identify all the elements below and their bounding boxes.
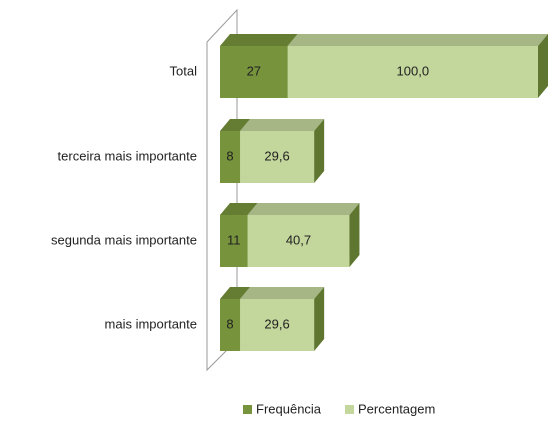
value-label: 100,0 bbox=[397, 63, 430, 78]
bar-face bbox=[287, 46, 538, 98]
bar-face bbox=[240, 299, 315, 351]
legend-swatch bbox=[243, 405, 252, 414]
bar-face bbox=[247, 203, 360, 215]
bar-face bbox=[220, 46, 288, 98]
bar-face bbox=[220, 34, 298, 46]
bar-face bbox=[247, 215, 350, 267]
bar-face bbox=[349, 203, 360, 267]
category-label: terceira mais importante bbox=[58, 148, 197, 163]
bar-face bbox=[220, 287, 251, 299]
bar-face bbox=[220, 119, 251, 131]
bar-segment bbox=[220, 34, 298, 98]
value-label: 11 bbox=[227, 232, 241, 247]
legend-label: Frequência bbox=[256, 401, 322, 416]
category-label: mais importante bbox=[105, 316, 197, 331]
bar-segment bbox=[240, 287, 325, 351]
bar-face bbox=[287, 34, 548, 46]
value-label: 29,6 bbox=[264, 148, 289, 163]
category-label: Total bbox=[170, 63, 198, 78]
category-label: segunda mais importante bbox=[51, 232, 197, 247]
bar-face bbox=[240, 119, 325, 131]
bar-face bbox=[220, 299, 241, 351]
bar-face bbox=[220, 203, 258, 215]
value-label: 40,7 bbox=[286, 232, 311, 247]
bar-face bbox=[314, 119, 325, 183]
value-label: 8 bbox=[226, 148, 233, 163]
value-label: 8 bbox=[226, 316, 233, 331]
bar-face bbox=[220, 131, 241, 183]
legend-swatch bbox=[345, 405, 354, 414]
bar-segment bbox=[287, 34, 548, 98]
bar-segment bbox=[247, 203, 360, 267]
bar-face bbox=[240, 287, 325, 299]
value-label: 27 bbox=[247, 63, 261, 78]
legend-label: Percentagem bbox=[358, 401, 435, 416]
bar-face bbox=[220, 215, 248, 267]
bar-face bbox=[240, 131, 315, 183]
value-label: 29,6 bbox=[264, 316, 289, 331]
bar-segment bbox=[240, 119, 325, 183]
bar-face bbox=[314, 287, 325, 351]
bar-face bbox=[538, 34, 548, 98]
